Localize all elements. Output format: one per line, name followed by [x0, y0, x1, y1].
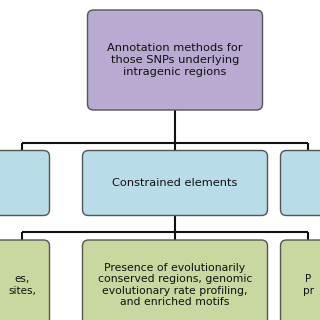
FancyBboxPatch shape [83, 150, 268, 215]
FancyBboxPatch shape [281, 240, 320, 320]
FancyBboxPatch shape [83, 240, 268, 320]
FancyBboxPatch shape [0, 150, 50, 215]
FancyBboxPatch shape [281, 150, 320, 215]
FancyBboxPatch shape [87, 10, 262, 110]
Text: Annotation methods for
those SNPs underlying
intragenic regions: Annotation methods for those SNPs underl… [107, 44, 243, 76]
FancyBboxPatch shape [0, 240, 50, 320]
Text: P
pr: P pr [302, 274, 314, 296]
Text: Presence of evolutionarily
conserved regions, genomic
evolutionary rate profilin: Presence of evolutionarily conserved reg… [98, 263, 252, 308]
Text: es,
sites,: es, sites, [8, 274, 36, 296]
Text: Constrained elements: Constrained elements [112, 178, 238, 188]
